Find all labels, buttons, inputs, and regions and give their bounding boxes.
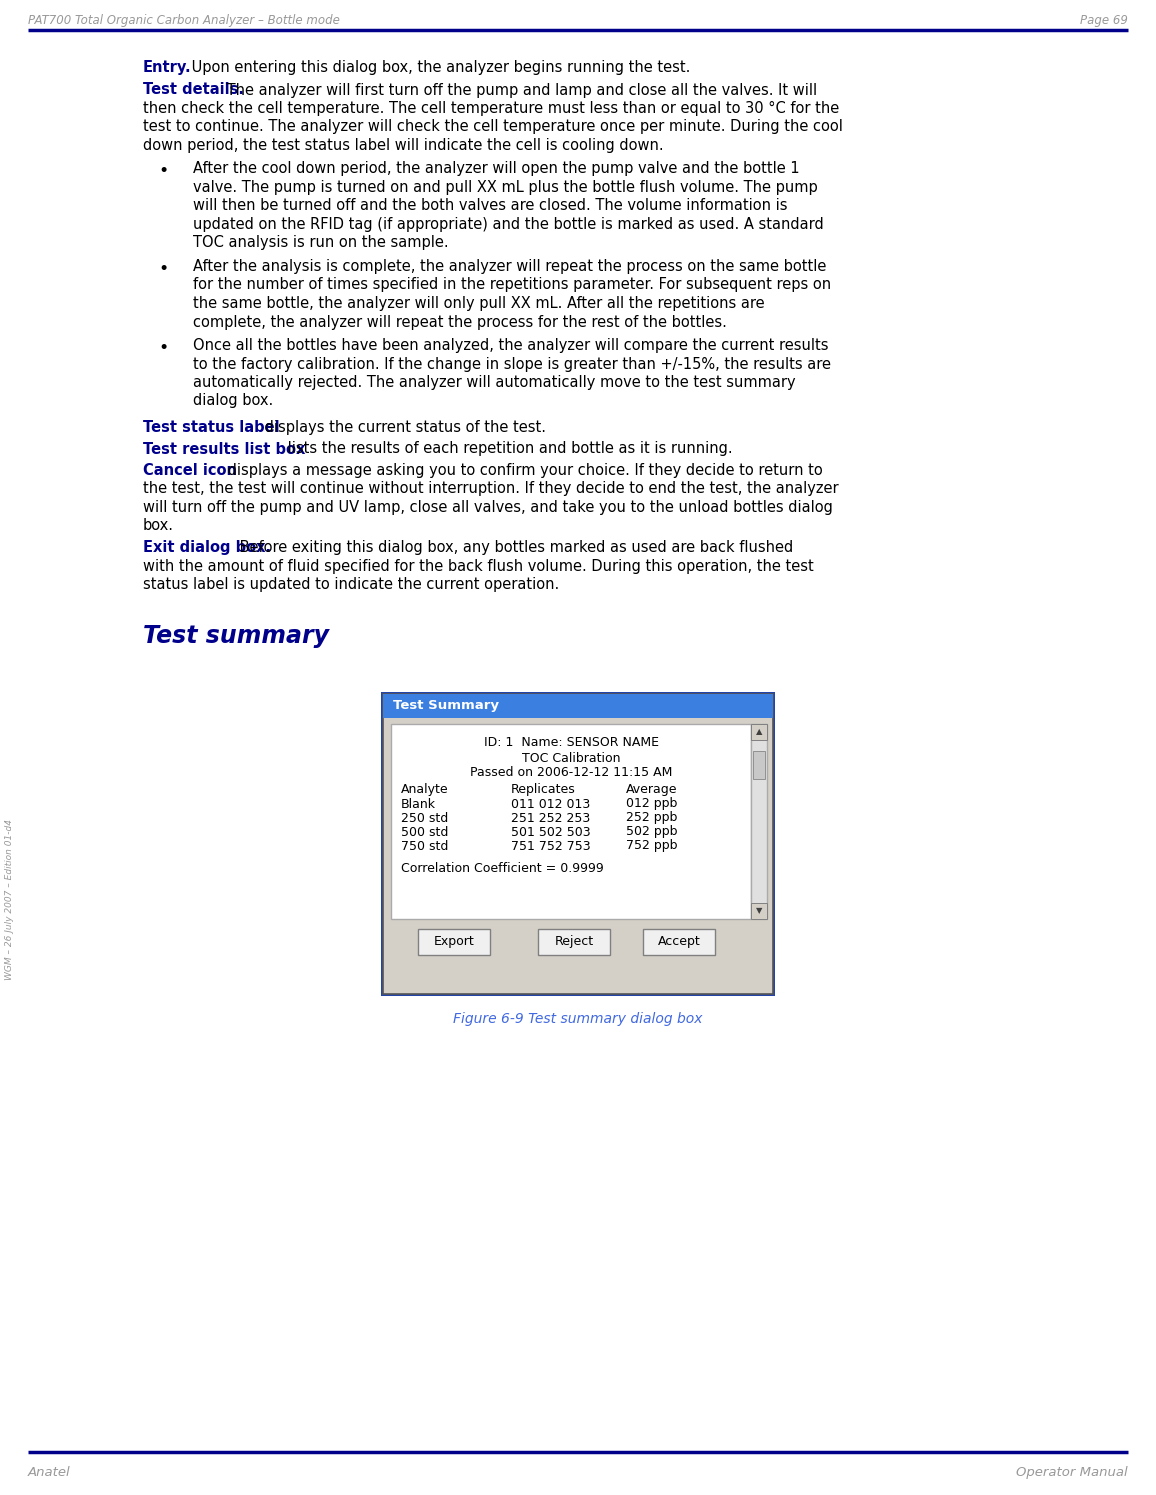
Text: Page 69: Page 69: [1080, 13, 1128, 27]
Text: 250 std: 250 std: [401, 812, 449, 825]
Text: •: •: [158, 260, 169, 278]
Text: test to continue. The analyzer will check the cell temperature once per minute. : test to continue. The analyzer will chec…: [143, 120, 843, 135]
Text: ▲: ▲: [756, 727, 762, 736]
Text: dialog box.: dialog box.: [193, 393, 273, 408]
Text: Anatel: Anatel: [28, 1467, 71, 1479]
Text: 751 752 753: 751 752 753: [511, 840, 591, 852]
Bar: [418, 928, 490, 954]
Text: Once all the bottles have been analyzed, the analyzer will compare the current r: Once all the bottles have been analyzed,…: [193, 338, 829, 353]
Text: displays the current status of the test.: displays the current status of the test.: [260, 420, 546, 435]
Text: Accept: Accept: [658, 934, 701, 948]
Text: to the factory calibration. If the change in slope is greater than +/-15%, the r: to the factory calibration. If the chang…: [193, 356, 831, 371]
Text: TOC analysis is run on the sample.: TOC analysis is run on the sample.: [193, 236, 449, 251]
Text: PAT700 Total Organic Carbon Analyzer – Bottle mode: PAT700 Total Organic Carbon Analyzer – B…: [28, 13, 340, 27]
Text: will then be turned off and the both valves are closed. The volume information i: will then be turned off and the both val…: [193, 199, 787, 214]
Text: 012 ppb: 012 ppb: [627, 797, 677, 810]
Text: 500 std: 500 std: [401, 825, 449, 839]
Bar: [751, 903, 766, 918]
Bar: [383, 694, 773, 994]
Text: After the cool down period, the analyzer will open the pump valve and the bottle: After the cool down period, the analyzer…: [193, 161, 800, 176]
Text: with the amount of fluid specified for the back flush volume. During this operat: with the amount of fluid specified for t…: [143, 559, 814, 574]
Bar: [381, 692, 775, 996]
Bar: [643, 928, 716, 954]
Text: Reject: Reject: [555, 934, 593, 948]
Bar: [753, 750, 765, 779]
Text: ▼: ▼: [756, 906, 762, 915]
Text: Test status label: Test status label: [143, 420, 280, 435]
Text: complete, the analyzer will repeat the process for the rest of the bottles.: complete, the analyzer will repeat the p…: [193, 314, 727, 329]
Text: WGM – 26 July 2007 – Edition 01-d4: WGM – 26 July 2007 – Edition 01-d4: [6, 819, 15, 981]
Text: ID: 1  Name: SENSOR NAME: ID: 1 Name: SENSOR NAME: [483, 736, 659, 749]
Text: Passed on 2006-12-12 11:15 AM: Passed on 2006-12-12 11:15 AM: [469, 765, 672, 779]
Text: TOC Calibration: TOC Calibration: [521, 752, 621, 764]
Text: Test summary: Test summary: [143, 623, 329, 647]
Text: After the analysis is complete, the analyzer will repeat the process on the same: After the analysis is complete, the anal…: [193, 259, 827, 274]
Text: valve. The pump is turned on and pull XX mL plus the bottle flush volume. The pu: valve. The pump is turned on and pull XX…: [193, 179, 817, 194]
Text: Test details.: Test details.: [143, 82, 244, 97]
Text: Blank: Blank: [401, 797, 436, 810]
Text: Export: Export: [434, 934, 474, 948]
Text: Before exiting this dialog box, any bottles marked as used are back flushed: Before exiting this dialog box, any bott…: [235, 540, 793, 555]
Text: Figure 6-9 Test summary dialog box: Figure 6-9 Test summary dialog box: [453, 1012, 703, 1026]
Text: 750 std: 750 std: [401, 840, 449, 852]
Bar: [383, 694, 773, 718]
Text: 501 502 503: 501 502 503: [511, 825, 591, 839]
Text: status label is updated to indicate the current operation.: status label is updated to indicate the …: [143, 577, 560, 592]
Text: Test results list box: Test results list box: [143, 441, 305, 456]
Text: down period, the test status label will indicate the cell is cooling down.: down period, the test status label will …: [143, 138, 664, 152]
Text: Entry.: Entry.: [143, 60, 192, 75]
Text: Replicates: Replicates: [511, 783, 576, 797]
Text: Exit dialog box.: Exit dialog box.: [143, 540, 272, 555]
Text: 252 ppb: 252 ppb: [627, 812, 677, 825]
Text: 502 ppb: 502 ppb: [627, 825, 677, 839]
Text: 752 ppb: 752 ppb: [627, 840, 677, 852]
Bar: [391, 724, 751, 918]
Text: The analyzer will first turn off the pump and lamp and close all the valves. It : The analyzer will first turn off the pum…: [222, 82, 817, 97]
Text: will turn off the pump and UV lamp, close all valves, and take you to the unload: will turn off the pump and UV lamp, clos…: [143, 499, 832, 514]
Text: Analyte: Analyte: [401, 783, 449, 797]
Text: Upon entering this dialog box, the analyzer begins running the test.: Upon entering this dialog box, the analy…: [187, 60, 690, 75]
Bar: [751, 724, 766, 740]
Text: •: •: [158, 339, 169, 357]
Bar: [538, 928, 610, 954]
Text: displays a message asking you to confirm your choice. If they decide to return t: displays a message asking you to confirm…: [223, 463, 823, 478]
Text: Test Summary: Test Summary: [393, 700, 499, 712]
Text: the same bottle, the analyzer will only pull XX mL. After all the repetitions ar: the same bottle, the analyzer will only …: [193, 296, 764, 311]
Text: automatically rejected. The analyzer will automatically move to the test summary: automatically rejected. The analyzer wil…: [193, 375, 795, 390]
Text: then check the cell temperature. The cell temperature must less than or equal to: then check the cell temperature. The cel…: [143, 102, 839, 117]
Text: the test, the test will continue without interruption. If they decide to end the: the test, the test will continue without…: [143, 481, 838, 496]
Text: Correlation Coefficient = 0.9999: Correlation Coefficient = 0.9999: [401, 861, 603, 875]
Text: updated on the RFID tag (if appropriate) and the bottle is marked as used. A sta: updated on the RFID tag (if appropriate)…: [193, 217, 824, 232]
Bar: [751, 724, 766, 918]
Text: Operator Manual: Operator Manual: [1016, 1467, 1128, 1479]
Text: for the number of times specified in the repetitions parameter. For subsequent r: for the number of times specified in the…: [193, 278, 831, 293]
Text: •: •: [158, 163, 169, 181]
Text: Average: Average: [627, 783, 677, 797]
Text: 251 252 253: 251 252 253: [511, 812, 591, 825]
Text: box.: box.: [143, 519, 175, 534]
Text: 011 012 013: 011 012 013: [511, 797, 591, 810]
Text: lists the results of each repetition and bottle as it is running.: lists the results of each repetition and…: [283, 441, 733, 456]
Text: Cancel icon: Cancel icon: [143, 463, 237, 478]
